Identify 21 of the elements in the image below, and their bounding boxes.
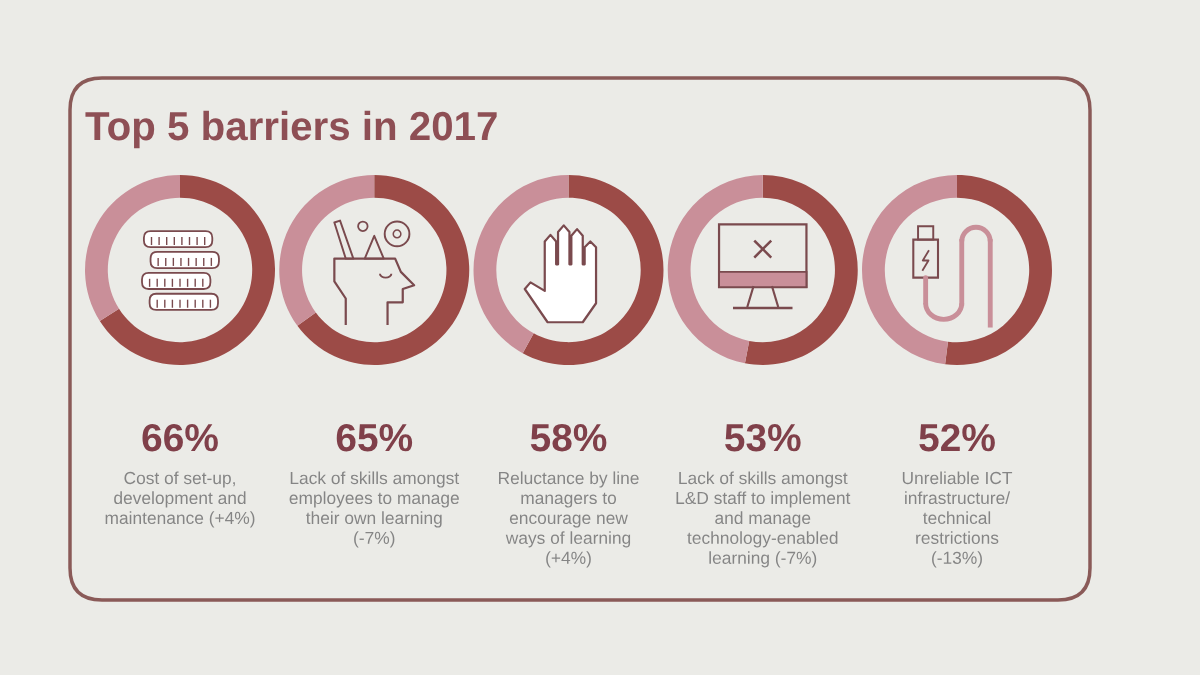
donut-slice — [667, 175, 763, 364]
donut-slice — [862, 175, 957, 365]
donut-slice — [522, 175, 664, 365]
donut-slice — [85, 175, 180, 321]
text: Lack of skills amongst L&D staff to implement and manage technology-enabled learning (-7%) — [676, 471, 851, 568]
text: Lack of skills amongst employees to manage their own learning (-7%) — [289, 471, 460, 548]
donut-slice — [945, 175, 1052, 365]
donut-slice — [744, 175, 858, 365]
donut-slice — [279, 175, 375, 326]
data-label: 65% — [336, 423, 413, 452]
donut-slice — [297, 175, 470, 365]
text: Unreliable ICT infrastructure/ technical restrictions (-13%) — [902, 471, 1013, 568]
data-label: 58% — [530, 423, 607, 452]
text: Cost of set-up, development and maintenance (+4%) — [105, 471, 255, 528]
data-label: 66% — [142, 423, 218, 452]
data-label: 52% — [919, 423, 995, 452]
donut-slice — [99, 175, 275, 365]
donut-slice — [473, 175, 569, 354]
data-label: 53% — [725, 423, 801, 452]
text: Reluctance by line managers to encourage new ways of learning (+4%) — [499, 471, 639, 568]
chart-title: Top 5 barriers in 2017 — [85, 110, 497, 149]
